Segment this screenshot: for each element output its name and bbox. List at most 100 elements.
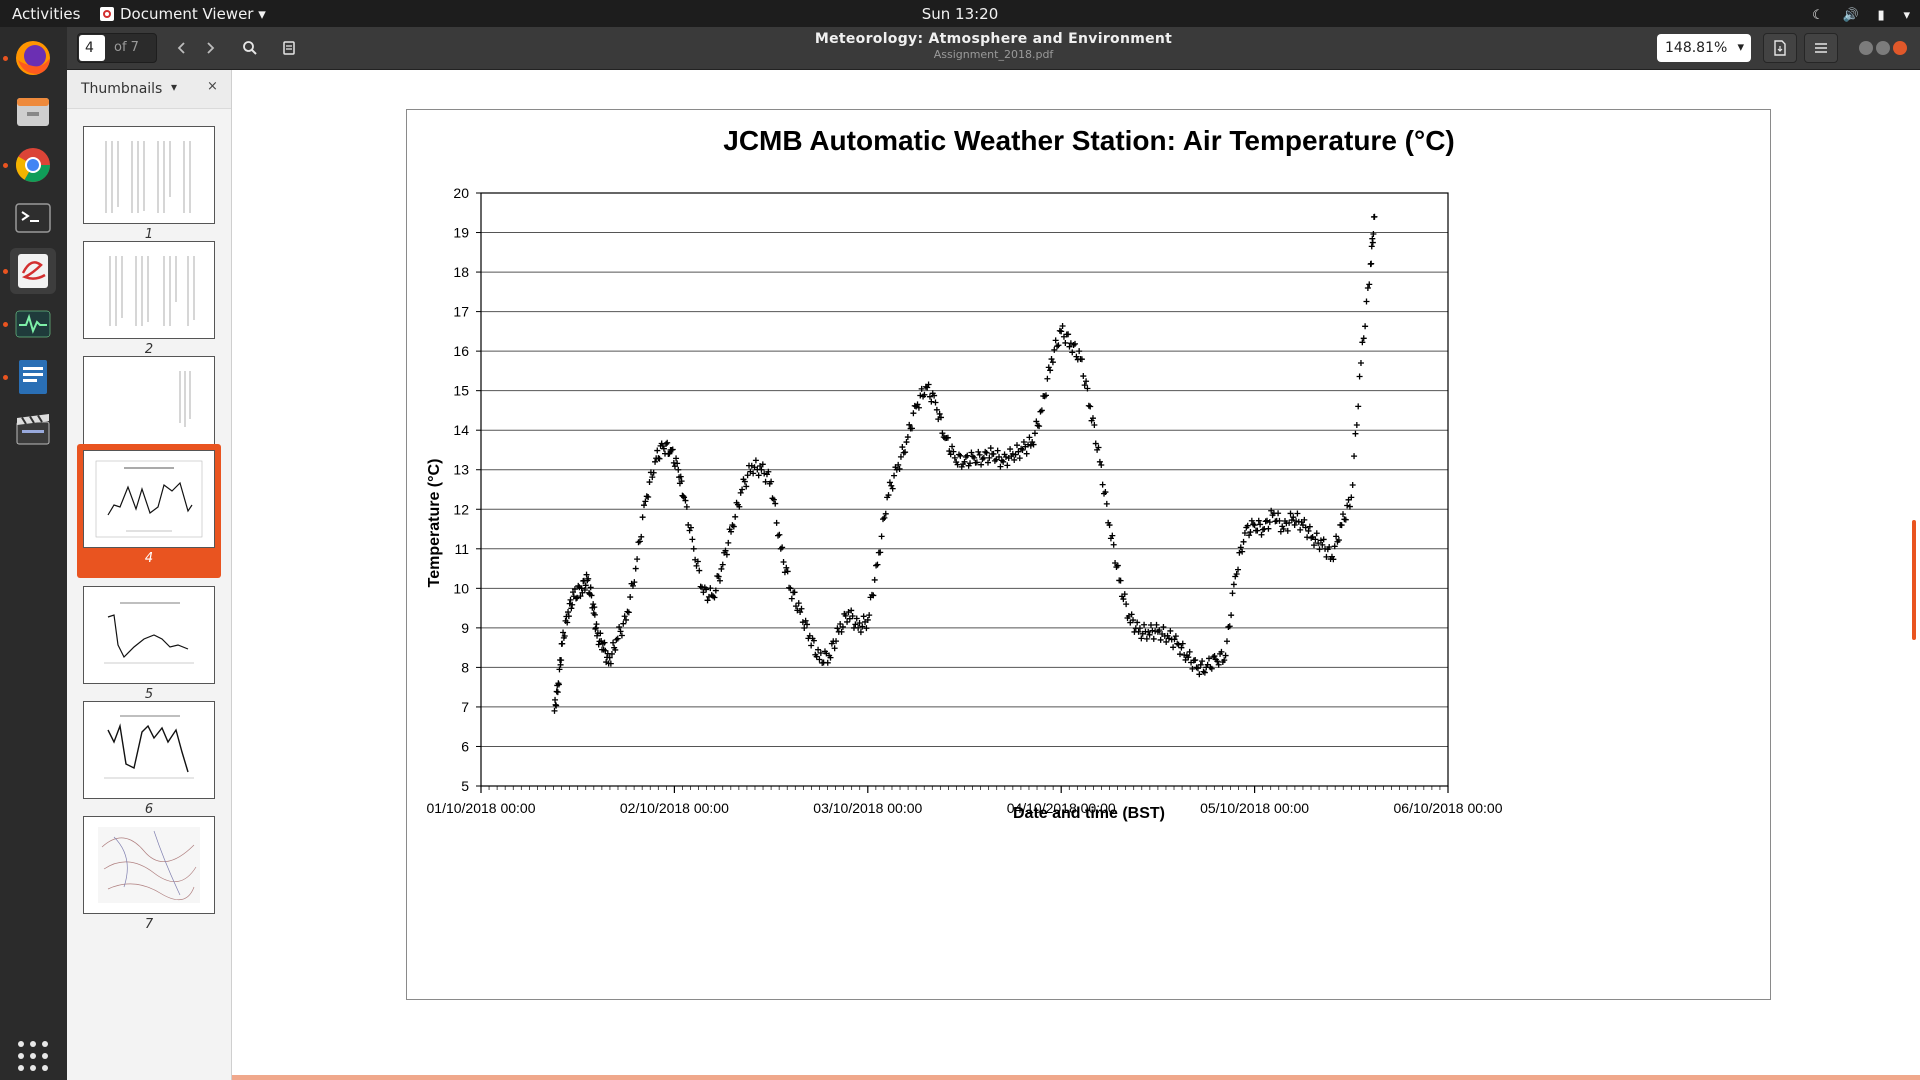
data-point [1045,364,1052,371]
data-point [674,460,681,467]
data-point [1186,648,1193,655]
next-page-button[interactable] [195,33,225,63]
chevron-down-icon[interactable]: ▾ [171,80,178,94]
data-point [984,459,991,466]
data-point [555,681,562,688]
search-button[interactable] [235,33,265,63]
dock-chrome[interactable] [10,142,56,188]
data-point [1357,359,1364,366]
files-icon [17,98,49,126]
data-point [1196,671,1203,678]
scrollbar-indicator[interactable] [1912,520,1916,640]
dock-firefox[interactable] [10,35,56,81]
thumbnail-page-5[interactable]: 5 [77,580,221,714]
data-point [1331,543,1338,550]
data-point [1323,553,1330,560]
app-menu[interactable]: Document Viewer ▾ [100,5,266,23]
data-point [741,478,748,485]
data-point [870,592,877,599]
main-menu-button[interactable] [1804,33,1838,63]
close-button[interactable] [1893,41,1907,55]
data-point [1360,335,1367,342]
dock-video-editor[interactable] [10,407,56,453]
data-point [1208,665,1215,672]
data-point [1348,494,1355,501]
activities-button[interactable]: Activities [12,5,81,23]
minimize-button[interactable] [1859,41,1873,55]
data-point [656,455,663,462]
data-point [581,587,588,594]
previous-page-button[interactable] [167,33,197,63]
annotations-button[interactable] [274,33,304,63]
data-point [623,616,630,623]
y-tick-label: 19 [453,225,469,241]
data-point [1362,323,1369,330]
data-point [1257,521,1264,528]
data-point [561,632,568,639]
data-point [827,654,834,661]
data-point [666,450,673,457]
thumbnail-page-7[interactable]: 7 [77,810,221,944]
thumbnail-page-6[interactable]: 6 [77,695,221,829]
data-point [1123,601,1130,608]
data-point [1171,636,1178,643]
data-point [976,451,983,458]
dock-files[interactable] [10,88,56,134]
data-point [1363,298,1370,305]
data-point [973,459,980,466]
maximize-button[interactable] [1876,41,1890,55]
data-point [770,496,777,503]
thumbnail-page-4[interactable]: 4 [77,444,221,578]
data-point [1080,373,1087,380]
data-point [813,653,820,660]
y-tick-label: 6 [461,738,469,754]
data-point [573,595,580,602]
dock-document-viewer[interactable] [10,248,56,294]
data-point [693,562,700,569]
data-point [808,642,815,649]
close-sidebar-icon[interactable]: × [207,79,218,94]
data-point [864,616,871,623]
dock-terminal[interactable] [10,195,56,241]
data-point [1150,635,1157,642]
show-applications-icon[interactable] [18,1041,48,1071]
dock-system-monitor[interactable] [10,301,56,347]
data-point [681,494,688,501]
data-point [1239,548,1246,555]
data-point [715,573,722,580]
data-point [1368,243,1375,250]
data-point [1344,502,1351,509]
page-number-field[interactable]: 4 of 7 [77,33,157,63]
libreoffice-writer-icon [19,360,47,394]
data-point [1319,541,1326,548]
data-point [1043,392,1050,399]
current-page-input[interactable]: 4 [79,35,105,61]
thumbnail-page-1[interactable]: 1 [77,120,221,254]
chrome-icon [16,148,50,182]
document-title-text: Meteorology: Atmosphere and Environment [814,31,1173,47]
thumbnail-page-2[interactable]: 2 [77,235,221,369]
data-point [1170,644,1177,651]
system-menu-chevron-icon[interactable]: ▾ [1903,8,1910,23]
document-viewer-icon [100,7,114,21]
data-point [1178,644,1185,651]
data-point [570,589,577,596]
document-icon [1774,40,1786,56]
data-point [1308,534,1315,541]
data-point [848,607,855,614]
zoom-select[interactable]: 148.81% ▾ [1657,34,1751,62]
dock-libreoffice-writer[interactable] [10,354,56,400]
sidebar-mode-label[interactable]: Thumbnails [81,81,163,97]
data-point [554,689,561,696]
clock[interactable]: Sun 13:20 [921,5,999,23]
data-point [1293,518,1300,525]
system-tray[interactable]: ☾ 🔊 ▮ ▾ [1798,5,1910,23]
document-view[interactable]: 5 6 7 8 9 10 11 12 13 14 15 16 17 18 19 20 01/10/2018 00… [232,70,1920,1080]
data-point [587,584,594,591]
data-point [1218,648,1225,655]
data-point [986,454,993,461]
data-point [792,603,799,610]
save-copy-button[interactable] [1763,33,1797,63]
data-point [1062,339,1069,346]
data-point [669,446,676,453]
